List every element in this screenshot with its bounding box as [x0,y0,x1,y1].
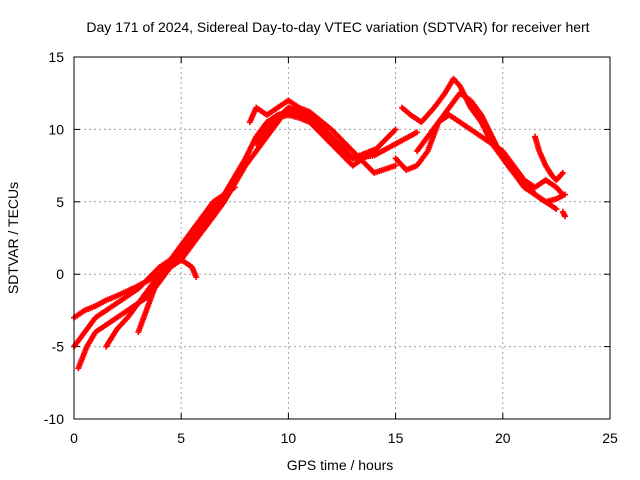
data-point [553,206,560,213]
series-sat-track-l [531,133,566,184]
y-axis-label: SDTVAR / TECUs [5,182,21,294]
data-point [559,191,566,198]
data-point [193,274,200,281]
y-tick-label: 15 [48,49,64,65]
grid [74,57,610,419]
y-tick-label: 0 [56,266,64,282]
data-point [561,213,568,220]
data-point [221,198,228,205]
series-sat-track-d [103,198,228,350]
series-sat-track-e [135,256,200,336]
data-point [559,169,566,176]
x-tick-label: 25 [602,430,618,446]
data-point [392,126,399,133]
series-sat-track-a [71,109,399,321]
data-point [231,184,238,191]
chart-title: Day 171 of 2024, Sidereal Day-to-day VTE… [86,19,589,35]
series-sat-track-m [559,208,568,220]
x-tick-labels: 0 5 10 15 20 25 [70,430,618,446]
series-sat-track-k [414,111,560,213]
x-tick-label: 20 [495,430,511,446]
series-sat-track-h [274,104,356,162]
data-point [349,155,356,162]
y-tick-label: 10 [48,121,64,137]
x-axis-label: GPS time / hours [287,457,394,473]
x-tick-label: 10 [281,430,297,446]
data-point [371,146,378,153]
y-tick-label: -5 [52,339,65,355]
x-tick-label: 5 [177,430,185,446]
x-tick-label: 0 [70,430,78,446]
data-point [414,129,421,136]
data-points [71,75,568,372]
x-tick-label: 15 [388,430,404,446]
y-tick-label: 5 [56,194,64,210]
axis-ticks [73,56,611,420]
plot-frame [73,56,611,420]
y-tick-labels: -10 -5 0 5 10 15 [44,49,64,427]
y-tick-label: -10 [44,411,64,427]
series-sat-track-f [246,97,399,176]
data-point [392,162,399,169]
